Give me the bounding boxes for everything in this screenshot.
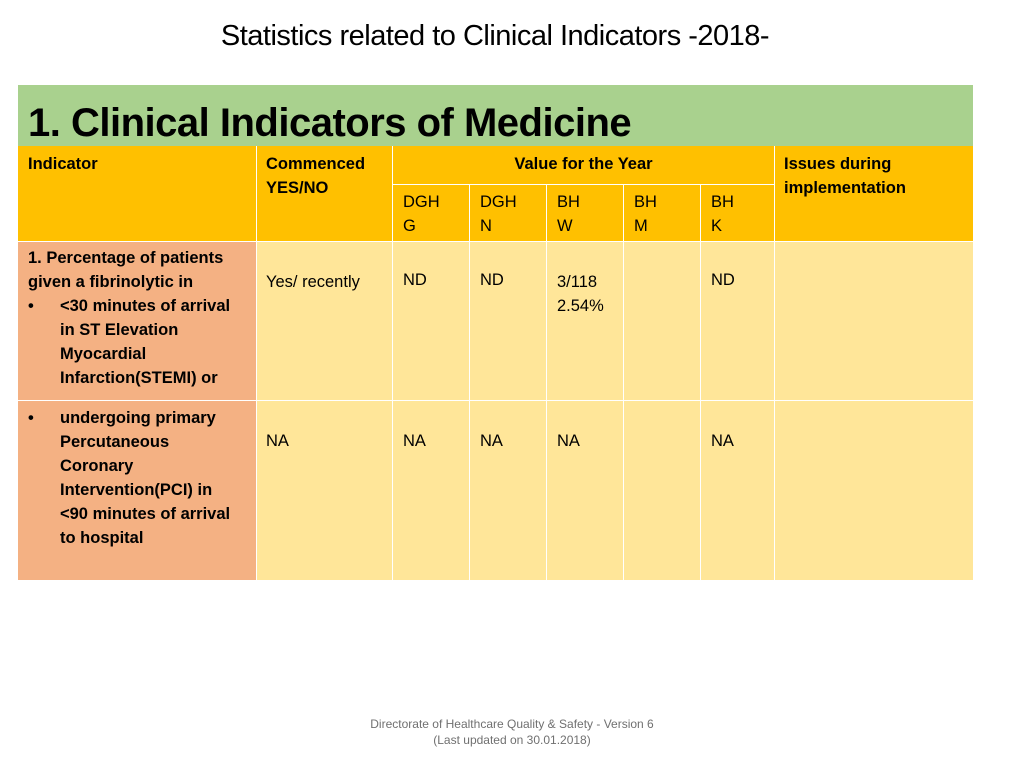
footer-line1: Directorate of Healthcare Quality & Safe… <box>370 717 654 731</box>
indicator-bullet-line: Intervention(PCI) in <box>28 478 256 502</box>
indicator-bullet-text: Percutaneous <box>60 433 170 451</box>
table-row-2-indicator: • undergoing primary Percutaneous Coronar… <box>18 401 256 580</box>
table-row-2-value-dghn: NA <box>470 401 546 580</box>
hospital-header-line1: DGH <box>403 193 440 211</box>
header-commenced-line2: YES/NO <box>266 179 329 197</box>
indicator-bullet-text: Intervention(PCI) in <box>60 481 213 499</box>
hospital-header-line1: DGH <box>480 193 517 211</box>
table-row-1-commenced: Yes/ recently <box>257 242 392 400</box>
table-row-2-value-bhw: NA <box>547 401 623 580</box>
header-commenced: Commenced YES/NO <box>257 146 392 241</box>
bullet-icon: • <box>28 297 34 315</box>
hospital-header-line1: BH <box>711 193 734 211</box>
value-line1: ND <box>711 271 735 289</box>
table-row-2-value-dghg: NA <box>393 401 469 580</box>
header-value-for-year: Value for the Year <box>393 146 774 184</box>
hospital-header-line1: BH <box>557 193 580 211</box>
value-line1: NA <box>711 432 734 450</box>
hospital-header-dghg: DGH G <box>393 185 469 241</box>
header-issues-line2: implementation <box>784 179 906 197</box>
table-row-2-issues <box>775 401 973 580</box>
hospital-header-line2: G <box>403 217 416 235</box>
indicator-bullet-text: Coronary <box>60 457 134 475</box>
indicator-bullet-line: Coronary <box>28 454 256 478</box>
table-row-1-indicator: 1. Percentage of patients given a fibrin… <box>18 242 256 400</box>
table-row-1-value-bhk: ND <box>701 242 774 400</box>
hospital-header-line2: K <box>711 217 723 235</box>
table-row-1-value-dghg: ND <box>393 242 469 400</box>
indicator-bullet-text: <30 minutes of arrival <box>60 297 231 315</box>
table-row-2-value-bhk: NA <box>701 401 774 580</box>
table-row-2-value-bhm <box>624 401 700 580</box>
indicator-bullet-line: in ST Elevation <box>28 318 256 342</box>
indicator-bullet-text: <90 minutes of arrival <box>60 505 231 523</box>
hospital-header-bhm: BH M <box>624 185 700 241</box>
indicator-bullet-line: Myocardial <box>28 342 256 366</box>
indicator-intro-line: given a fibrinolytic in <box>28 273 194 291</box>
indicator-bullet-text: to hospital <box>60 529 144 547</box>
commenced-value: NA <box>266 432 289 450</box>
hospital-header-line2: M <box>634 217 648 235</box>
hospital-header-bhk: BH K <box>701 185 774 241</box>
value-line1: NA <box>557 432 580 450</box>
hospital-header-line1: BH <box>634 193 657 211</box>
value-line1: NA <box>403 432 426 450</box>
value-line1: NA <box>480 432 503 450</box>
table-row-1-value-bhm <box>624 242 700 400</box>
value-line2: 2.54% <box>557 297 604 315</box>
value-line1: ND <box>403 271 427 289</box>
section-title-banner: 1. Clinical Indicators of Medicine <box>18 85 973 146</box>
hospital-header-line2: W <box>557 217 573 235</box>
value-line1: 3/118 <box>557 273 598 291</box>
header-issues: Issues during implementation <box>775 146 973 241</box>
indicator-intro-line: 1. Percentage of patients <box>28 249 224 267</box>
indicator-bullet-line: • <30 minutes of arrival <box>28 294 256 318</box>
bullet-icon: • <box>28 409 34 427</box>
table-row-2-commenced: NA <box>257 401 392 580</box>
indicator-bullet-text: undergoing primary <box>60 409 216 427</box>
header-commenced-line1: Commenced <box>266 155 366 173</box>
header-indicator: Indicator <box>18 146 256 241</box>
header-indicator-label: Indicator <box>28 155 98 173</box>
table-row-1-issues <box>775 242 973 400</box>
footer: Directorate of Healthcare Quality & Safe… <box>0 716 1024 748</box>
commenced-value: Yes/ recently <box>266 273 360 291</box>
footer-line2: (Last updated on 30.01.2018) <box>433 733 591 747</box>
table-row-1-value-dghn: ND <box>470 242 546 400</box>
indicator-bullet-text: Infarction(STEMI) or <box>60 369 218 387</box>
hospital-header-bhw: BH W <box>547 185 623 241</box>
header-issues-line1: Issues during <box>784 155 892 173</box>
indicator-bullet-line: <90 minutes of arrival <box>28 502 256 526</box>
indicator-bullet-line: Percutaneous <box>28 430 256 454</box>
table-row-1-value-bhw: 3/118 2.54% <box>547 242 623 400</box>
indicator-bullet-line: Infarction(STEMI) or <box>28 366 256 390</box>
indicator-bullet-text: in ST Elevation <box>60 321 179 339</box>
indicator-bullet-line: • undergoing primary <box>28 406 256 430</box>
indicator-bullet-text: Myocardial <box>60 345 147 363</box>
value-line1: ND <box>480 271 504 289</box>
header-value-for-year-label: Value for the Year <box>514 155 653 173</box>
indicator-bullet-line: to hospital <box>28 526 256 550</box>
hospital-header-dghn: DGH N <box>470 185 546 241</box>
hospital-header-line2: N <box>480 217 492 235</box>
page-title: Statistics related to Clinical Indicator… <box>220 20 770 52</box>
